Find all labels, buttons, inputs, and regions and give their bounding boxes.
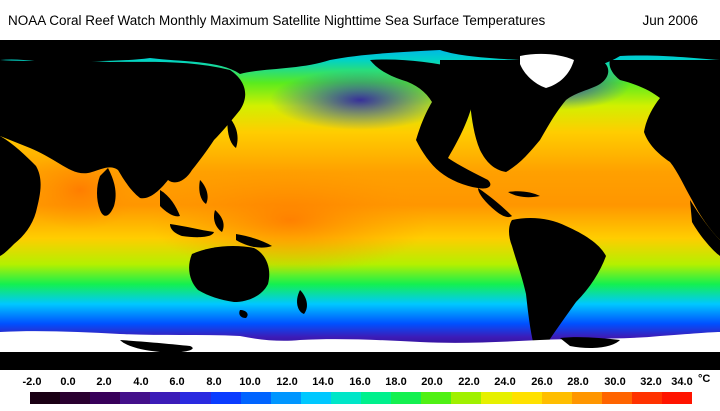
- indonesia-islands: [170, 224, 214, 238]
- indian-subcontinent: [97, 168, 116, 216]
- central-america: [478, 188, 512, 218]
- antarctica-landmass: [0, 352, 720, 370]
- legend-tick: 2.0: [96, 376, 112, 388]
- north-america-east: [440, 60, 609, 172]
- legend-swatch: [421, 392, 452, 404]
- legend-tick: 0.0: [60, 376, 76, 388]
- legend-tick: 20.0: [421, 376, 443, 388]
- legend-swatch: [451, 392, 482, 404]
- cuba-island: [508, 191, 540, 198]
- new-guinea-island: [236, 234, 272, 248]
- north-america-west: [370, 59, 491, 189]
- legend-swatch: [601, 392, 632, 404]
- legend-tick: 32.0: [640, 376, 662, 388]
- legend-swatch: [270, 392, 301, 404]
- legend-tick: 18.0: [385, 376, 407, 388]
- greenland-ice: [520, 53, 574, 88]
- legend-tick: 30.0: [604, 376, 626, 388]
- south-america-landmass: [509, 218, 606, 351]
- legend-tick: 12.0: [276, 376, 298, 388]
- legend-tick: 22.0: [458, 376, 480, 388]
- sst-map-graphic: [0, 40, 720, 370]
- legend-unit: °C: [698, 373, 711, 385]
- map-title: NOAA Coral Reef Watch Monthly Maximum Sa…: [8, 13, 546, 28]
- legend-swatch: [391, 392, 422, 404]
- legend-swatch: [120, 392, 151, 404]
- philippines-islands: [199, 180, 208, 204]
- legend-swatch: [240, 392, 271, 404]
- north-pacific-cool-area: [270, 70, 450, 130]
- sst-map: [0, 40, 720, 370]
- legend-swatch: [180, 392, 211, 404]
- japan-islands: [227, 116, 238, 148]
- map-date: Jun 2006: [642, 13, 698, 28]
- temperature-legend: -2.0 0.0 2.0 4.0 6.0 8.0 10.0 12.0 14.0 …: [0, 370, 720, 411]
- antarctic-coast-detail: [120, 340, 193, 353]
- antarctic-peninsula: [560, 337, 620, 348]
- legend-tick: 6.0: [169, 376, 185, 388]
- legend-swatch: [210, 392, 241, 404]
- legend-swatch: [631, 392, 662, 404]
- legend-tick: 10.0: [239, 376, 261, 388]
- legend-tick: 28.0: [567, 376, 589, 388]
- africa-east-edge: [690, 200, 720, 256]
- legend-tick: 24.0: [494, 376, 516, 388]
- africa-landmass: [0, 136, 41, 256]
- legend-swatch: [330, 392, 362, 404]
- legend-swatch: [90, 392, 121, 404]
- new-zealand-islands: [297, 290, 307, 314]
- legend-swatch: [661, 392, 693, 404]
- legend-tick: -2.0: [22, 376, 42, 388]
- legend-color-bar: [30, 392, 693, 404]
- northern-land-band: [0, 40, 720, 74]
- tasmania-island: [239, 310, 248, 318]
- legend-swatch: [30, 392, 61, 404]
- europe-africa-landmass: [609, 60, 720, 240]
- legend-swatch: [511, 392, 542, 404]
- legend-swatch: [481, 392, 512, 404]
- legend-tick: 14.0: [312, 376, 334, 388]
- legend-tick: 16.0: [349, 376, 371, 388]
- legend-tick: 8.0: [206, 376, 222, 388]
- australia-landmass: [189, 246, 270, 302]
- header: NOAA Coral Reef Watch Monthly Maximum Sa…: [0, 0, 720, 40]
- legend-swatch: [60, 392, 91, 404]
- legend-swatch: [571, 392, 602, 404]
- legend-tick: 4.0: [133, 376, 149, 388]
- southeast-asia-peninsula: [160, 190, 180, 217]
- legend-tick: 26.0: [531, 376, 553, 388]
- legend-tick: 34.0: [671, 376, 693, 388]
- eurasia-landmass: [0, 60, 246, 199]
- legend-swatch: [300, 392, 331, 404]
- legend-swatch: [150, 392, 181, 404]
- legend-ticks: -2.0 0.0 2.0 4.0 6.0 8.0 10.0 12.0 14.0 …: [0, 376, 720, 390]
- borneo-island: [213, 210, 224, 232]
- legend-swatch: [541, 392, 572, 404]
- legend-swatch: [361, 392, 392, 404]
